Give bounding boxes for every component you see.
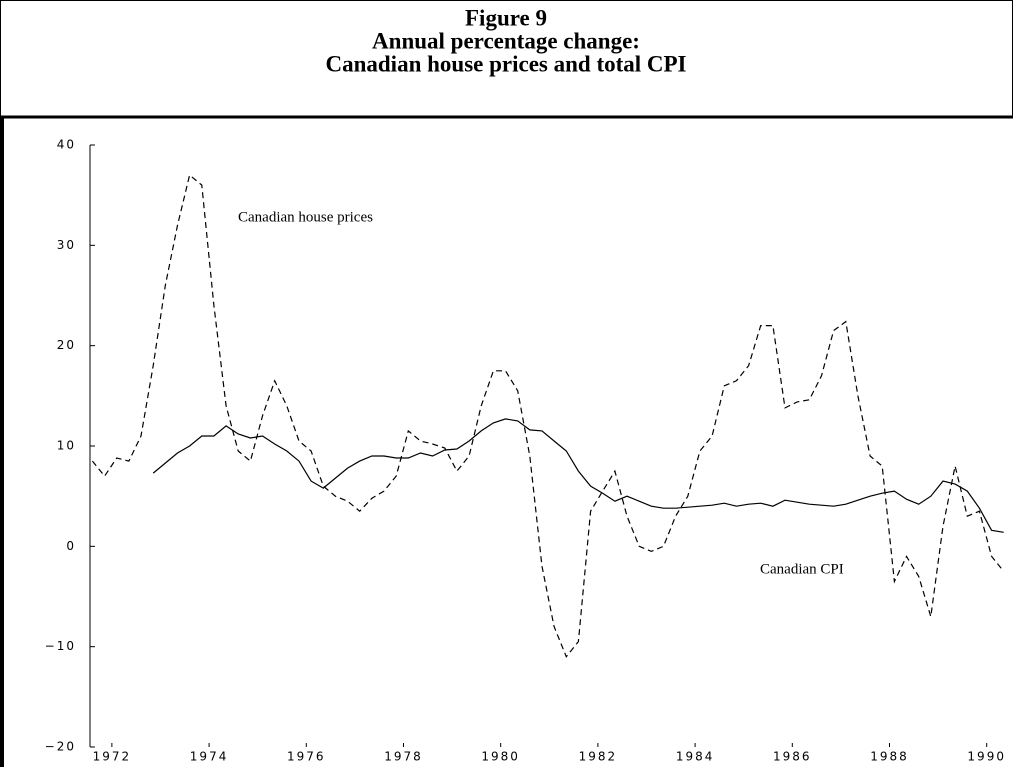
chart-title: Annual percentage change: <box>372 28 640 53</box>
x-tick-label: 1990 <box>967 750 1006 764</box>
y-tick-label: −20 <box>45 740 76 754</box>
annotation: Canadian CPI <box>760 561 844 577</box>
chart-title: Canadian house prices and total CPI <box>325 51 686 76</box>
x-tick-label: 1982 <box>579 750 618 764</box>
x-tick-label: 1978 <box>384 750 423 764</box>
x-tick-label: 1986 <box>773 750 812 764</box>
x-tick-label: 1988 <box>870 750 909 764</box>
series-line <box>152 418 1004 533</box>
y-tick-label: 20 <box>57 338 76 352</box>
x-tick-label: 1980 <box>481 750 520 764</box>
annotation: Canadian house prices <box>238 209 373 225</box>
series-line <box>91 174 1005 658</box>
x-tick-label: 1974 <box>190 750 229 764</box>
y-tick-label: 0 <box>66 539 76 553</box>
y-tick-label: 10 <box>57 439 76 453</box>
x-tick-label: 1984 <box>676 750 715 764</box>
y-tick-label: −10 <box>45 639 76 653</box>
x-tick-label: 1972 <box>93 750 132 764</box>
chart-title: Figure 9 <box>465 5 547 30</box>
x-tick-label: 1976 <box>287 750 326 764</box>
y-tick-label: 40 <box>57 138 76 152</box>
y-tick-label: 30 <box>57 238 76 252</box>
